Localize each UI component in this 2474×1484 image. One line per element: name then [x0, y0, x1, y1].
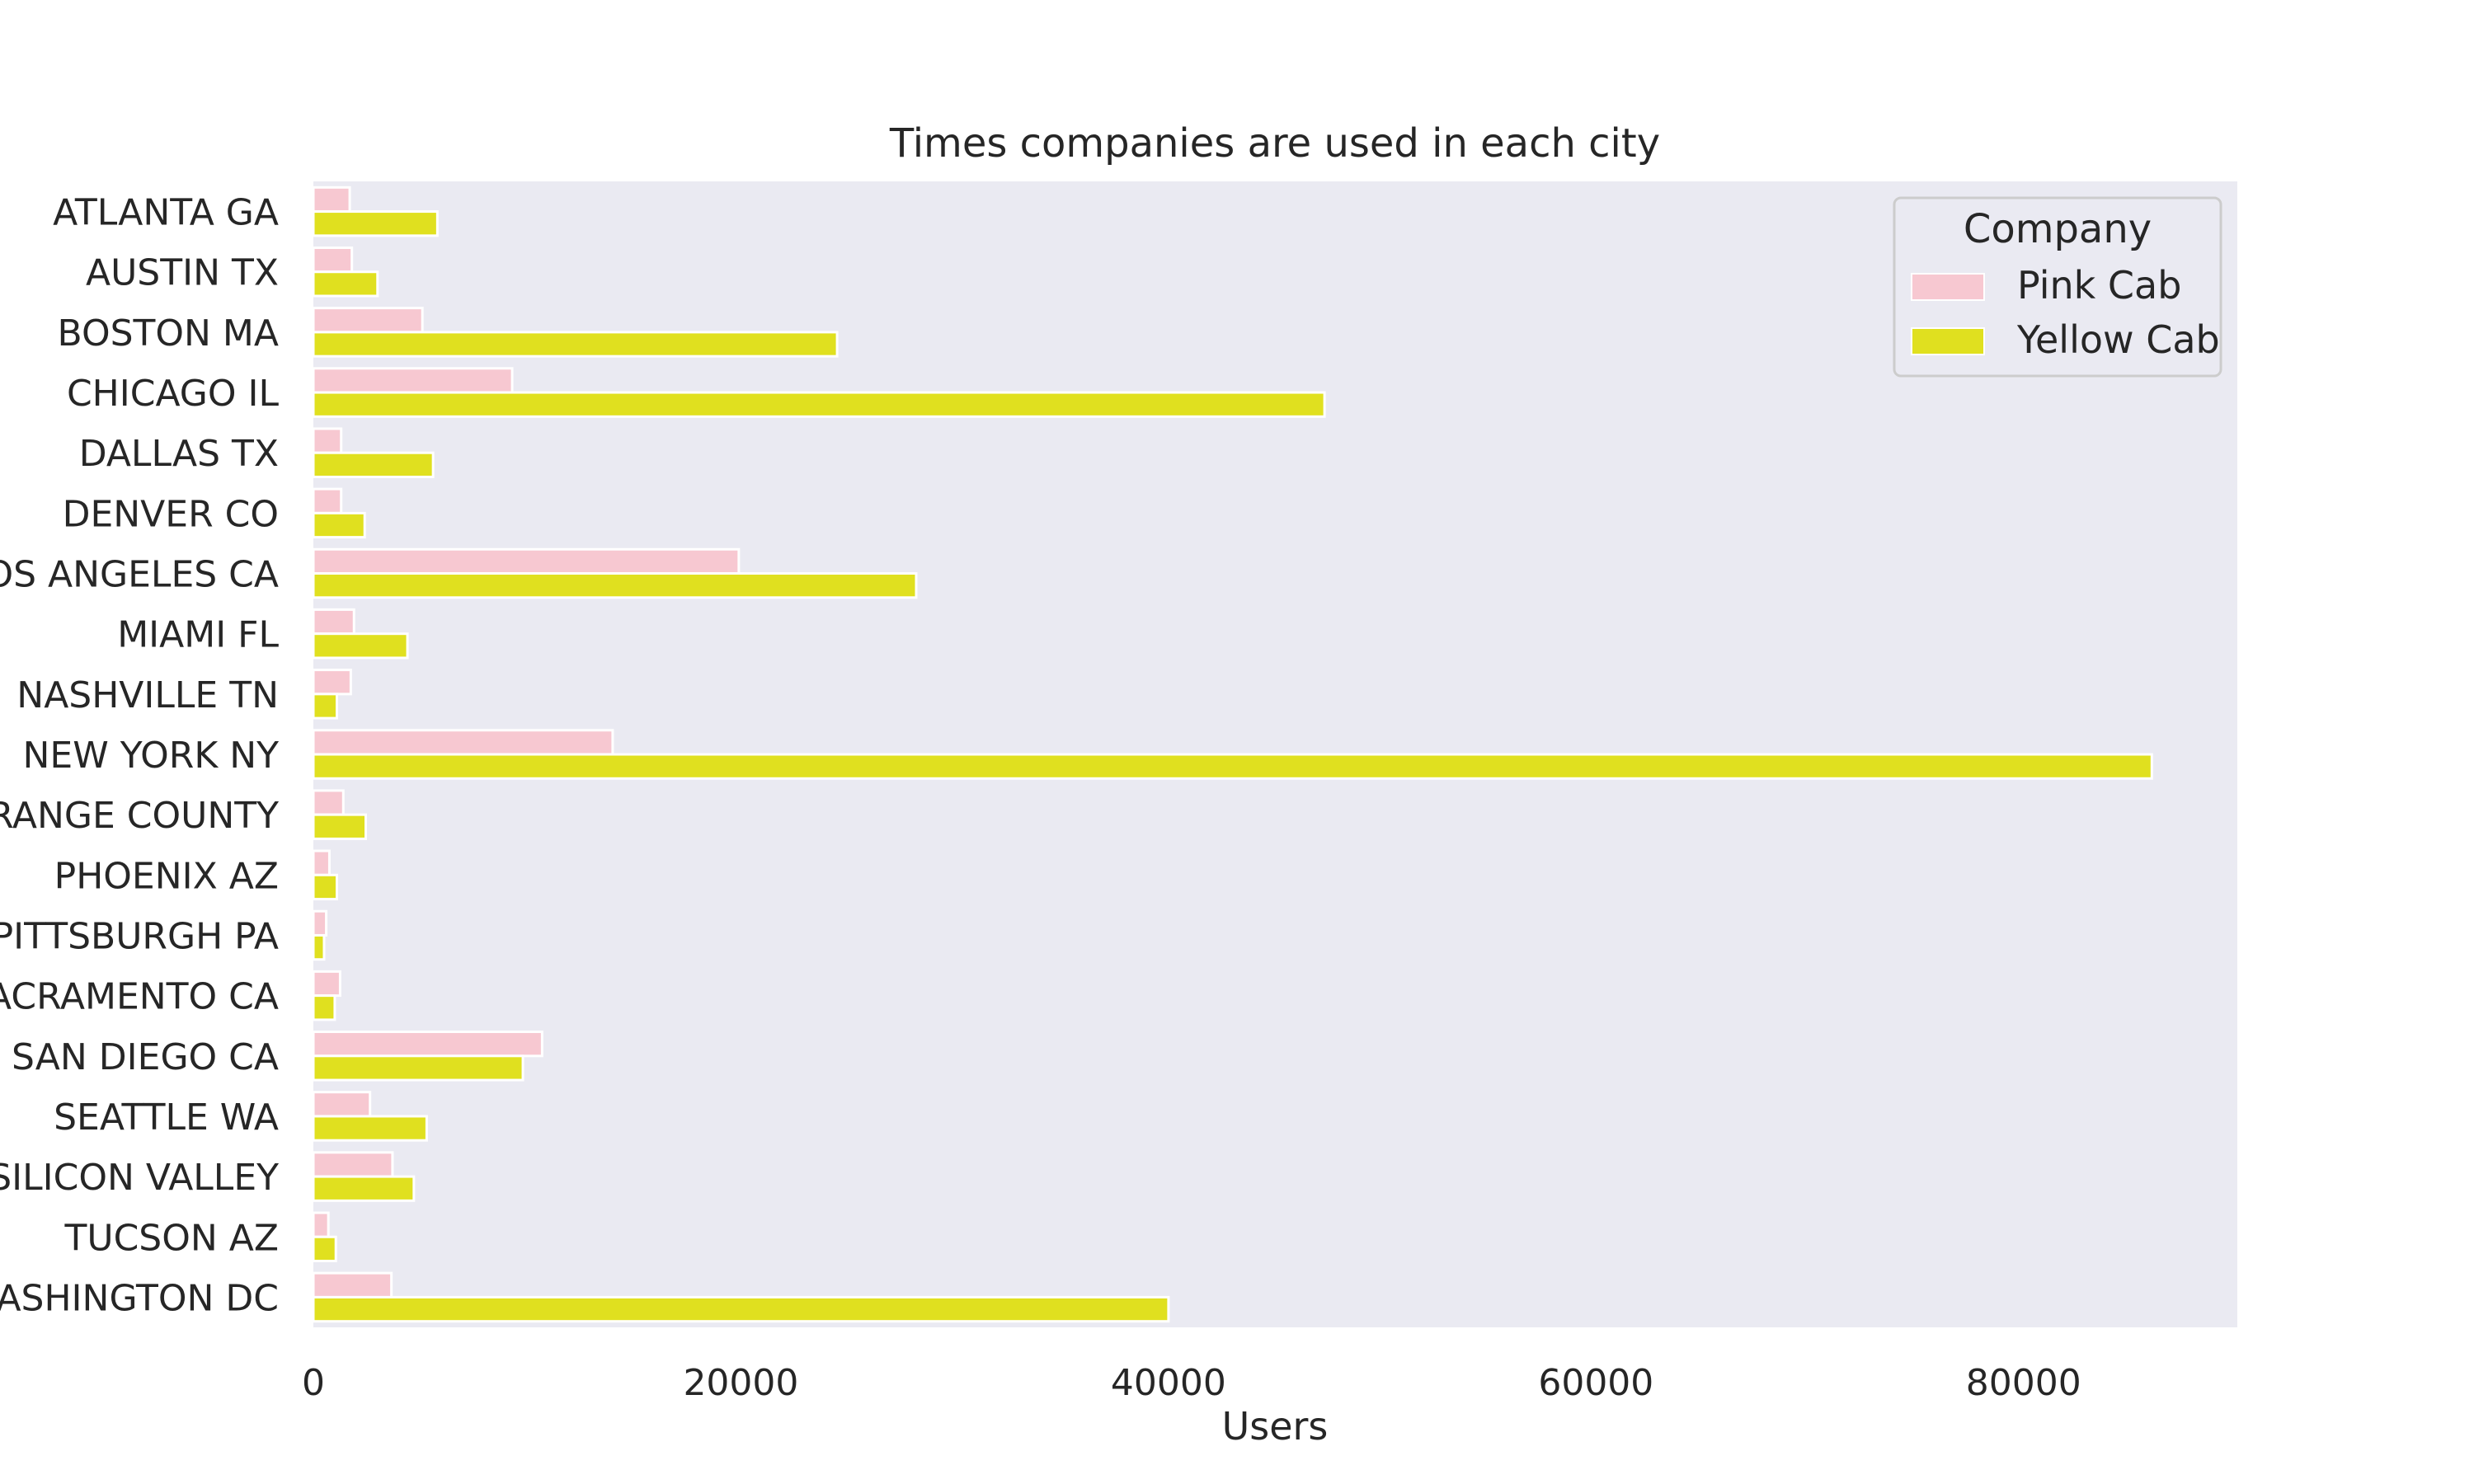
bar-yellow-cab-miami-fl — [312, 632, 409, 660]
bar-yellow-cab-nashville-tn — [312, 693, 339, 720]
bar-yellow-cab-orange-county — [312, 813, 368, 840]
y-tick-label-dallas-tx: DALLAS TX — [79, 433, 279, 475]
x-tick-label-60000: 60000 — [1538, 1362, 1653, 1404]
legend-swatch-pink-cab — [1911, 273, 1985, 301]
bar-pink-cab-dallas-tx — [312, 427, 343, 454]
x-tick-label-0: 0 — [302, 1362, 325, 1404]
bar-yellow-cab-sacramento-ca — [312, 994, 336, 1021]
bar-pink-cab-boston-ma — [312, 307, 424, 334]
y-tick-label-new-york-ny: NEW YORK NY — [22, 735, 279, 777]
bar-pink-cab-new-york-ny — [312, 729, 614, 756]
y-tick-label-san-diego-ca: SAN DIEGO CA — [12, 1036, 279, 1078]
bar-pink-cab-miami-fl — [312, 608, 355, 636]
y-tick-label-boston-ma: BOSTON MA — [58, 312, 279, 355]
y-tick-label-silicon-valley: SILICON VALLEY — [0, 1157, 279, 1199]
bar-pink-cab-orange-county — [312, 789, 345, 816]
bar-pink-cab-san-diego-ca — [312, 1031, 543, 1058]
bar-yellow-cab-seattle-wa — [312, 1115, 428, 1142]
y-tick-label-denver-co: DENVER CO — [63, 493, 279, 535]
bar-yellow-cab-boston-ma — [312, 331, 839, 358]
y-tick-label-los-angeles-ca: LOS ANGELES CA — [0, 554, 279, 596]
bar-yellow-cab-atlanta-ga — [312, 210, 439, 237]
y-tick-label-miami-fl: MIAMI FL — [117, 614, 279, 656]
bar-pink-cab-pittsburgh-pa — [312, 909, 328, 937]
legend-label-yellow-cab: Yellow Cab — [2016, 317, 2220, 362]
y-tick-label-nashville-tn: NASHVILLE TN — [16, 674, 279, 716]
y-tick-label-tucson-az: TUCSON AZ — [63, 1217, 279, 1259]
bar-yellow-cab-dallas-tx — [312, 451, 435, 478]
bar-yellow-cab-denver-co — [312, 511, 366, 539]
bars-layer — [312, 186, 2153, 1323]
legend-title: Company — [1964, 206, 2152, 252]
bar-pink-cab-los-angeles-ca — [312, 547, 741, 575]
bar-yellow-cab-los-angeles-ca — [312, 572, 918, 599]
bar-pink-cab-nashville-tn — [312, 669, 352, 696]
y-tick-label-chicago-il: CHICAGO IL — [67, 373, 280, 415]
y-tick-label-orange-county: ORANGE COUNTY — [0, 795, 279, 837]
bar-pink-cab-denver-co — [312, 487, 343, 514]
bar-yellow-cab-chicago-il — [312, 391, 1326, 418]
bar-pink-cab-silicon-valley — [312, 1151, 394, 1178]
legend-swatch-yellow-cab — [1911, 327, 1985, 355]
x-tick-label-40000: 40000 — [1111, 1362, 1226, 1404]
x-tick-label-80000: 80000 — [1966, 1362, 2081, 1404]
bar-pink-cab-atlanta-ga — [312, 186, 351, 214]
bar-yellow-cab-new-york-ny — [312, 753, 2153, 780]
bar-pink-cab-chicago-il — [312, 367, 514, 394]
bar-yellow-cab-silicon-valley — [312, 1175, 416, 1202]
y-tick-label-phoenix-az: PHOENIX AZ — [54, 855, 279, 897]
bar-yellow-cab-san-diego-ca — [312, 1054, 524, 1082]
y-tick-label-washington-dc: WASHINGTON DC — [0, 1277, 279, 1319]
legend: Company Pink Cab Yellow Cab — [1893, 196, 2222, 378]
y-tick-label-seattle-wa: SEATTLE WA — [54, 1097, 279, 1139]
bar-pink-cab-austin-tx — [312, 246, 354, 274]
y-tick-label-atlanta-ga: ATLANTA GA — [53, 192, 279, 234]
x-axis-label: Users — [1222, 1404, 1329, 1449]
x-tick-label-20000: 20000 — [683, 1362, 798, 1404]
bar-pink-cab-washington-dc — [312, 1271, 393, 1298]
bar-yellow-cab-washington-dc — [312, 1295, 1170, 1323]
y-tick-label-austin-tx: AUSTIN TX — [86, 252, 279, 294]
y-tick-label-pittsburgh-pa: PITTSBURGH PA — [0, 915, 279, 957]
bar-pink-cab-seattle-wa — [312, 1091, 372, 1118]
y-tick-labels: ATLANTA GA AUSTIN TX BOSTON MA CHICAGO IL DA… — [0, 192, 279, 1320]
bar-pink-cab-sacramento-ca — [312, 970, 341, 998]
bar-yellow-cab-phoenix-az — [312, 873, 339, 901]
legend-label-pink-cab: Pink Cab — [2017, 263, 2181, 308]
bar-yellow-cab-austin-tx — [312, 270, 379, 298]
chart-title: Times companies are used in each city — [889, 120, 1660, 167]
x-tick-labels: 0 20000 40000 60000 80000 — [302, 1362, 2081, 1404]
y-tick-label-sacramento-ca: SACRAMENTO CA — [0, 976, 279, 1018]
bar-pink-cab-tucson-az — [312, 1211, 330, 1238]
bar-yellow-cab-pittsburgh-pa — [312, 933, 326, 961]
bar-pink-cab-phoenix-az — [312, 849, 331, 876]
bar-yellow-cab-tucson-az — [312, 1235, 337, 1263]
